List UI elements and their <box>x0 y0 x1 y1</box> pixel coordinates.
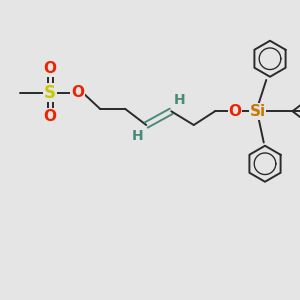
Text: Si: Si <box>249 104 266 119</box>
Text: O: O <box>71 85 84 100</box>
Text: H: H <box>174 93 186 107</box>
Text: S: S <box>44 83 56 101</box>
Text: O: O <box>44 109 56 124</box>
Text: H: H <box>132 129 143 143</box>
Text: O: O <box>44 61 56 76</box>
Text: O: O <box>229 104 242 119</box>
